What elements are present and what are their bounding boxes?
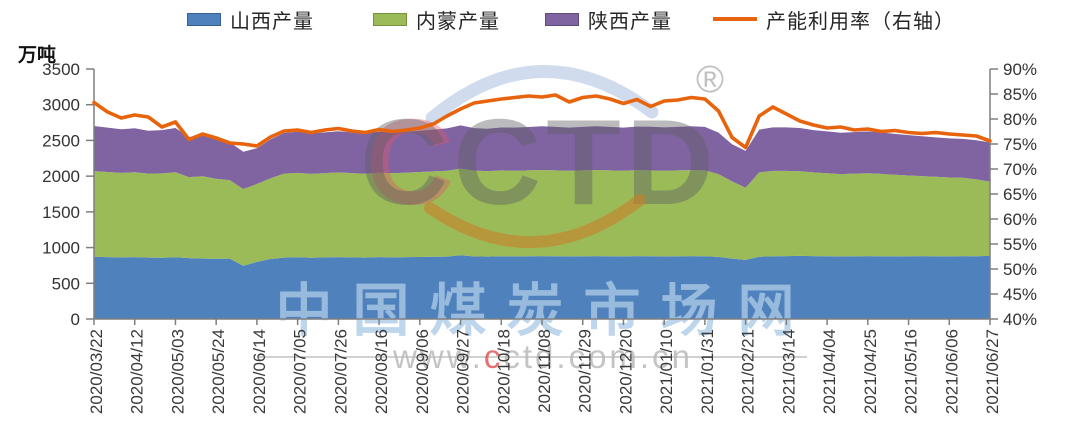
right-axis-tick-label: 45%	[1003, 285, 1037, 304]
right-axis-tick-label: 55%	[1003, 235, 1037, 254]
legend-label: 产能利用率（右轴）	[766, 10, 955, 33]
left-axis-tick-label: 1000	[42, 239, 80, 258]
axes	[86, 68, 998, 325]
right-axis-tick-label: 75%	[1003, 135, 1037, 154]
registered-trademark-icon: ®	[696, 59, 724, 101]
utilization-line-swatch-icon	[713, 17, 757, 21]
x-axis-date-label: 2020/03/22	[87, 329, 106, 414]
right-axis-tick-label: 65%	[1003, 185, 1037, 204]
x-axis-date-label: 2021/01/10	[657, 329, 676, 414]
x-axis-date-label: 2021/06/06	[942, 329, 961, 414]
watermark-site-name: 中国煤炭市场网	[276, 279, 815, 343]
right-axis-tick-label: 80%	[1003, 110, 1037, 129]
right-axis-tick-label: 90%	[1003, 60, 1037, 79]
x-axis-date-label: 2020/09/06	[413, 329, 432, 414]
x-axis-date-label: 2021/06/27	[983, 329, 1002, 414]
left-axis-tick-label: 3000	[42, 96, 80, 115]
x-axis-date-label: 2021/02/21	[739, 329, 758, 414]
watermark-orange-arc-icon	[424, 194, 646, 248]
right-axis-tick-label: 70%	[1003, 160, 1037, 179]
utilization-rate-line	[92, 93, 992, 150]
left-axis-tick-label: 500	[52, 274, 80, 293]
x-axis-date-label: 2020/11/29	[576, 329, 595, 413]
legend-item-shanxi[interactable]: 山西产量	[187, 6, 314, 33]
right-axis-tick-label: 85%	[1003, 85, 1037, 104]
x-axis-date-label: 2021/04/25	[861, 329, 880, 414]
watermark-url: www.cctd.com.cn	[392, 338, 693, 375]
shaanxi-color-swatch-icon	[545, 12, 579, 26]
left-axis-tick-label: 2000	[42, 167, 80, 186]
right-axis-tick-label: 50%	[1003, 260, 1037, 279]
areas-layer	[94, 125, 990, 319]
x-axis-date-label: 2021/03/14	[779, 329, 798, 414]
area-内蒙产量	[94, 168, 990, 266]
left-axis-unit-label: 万吨	[18, 45, 57, 66]
watermark-blue-arc-icon	[425, 64, 659, 125]
x-axis-date-label: 2020/10/18	[494, 329, 513, 414]
left-axis-tick-label: 3500	[42, 60, 80, 79]
x-axis-date-label: 2020/07/26	[331, 329, 350, 414]
x-axis-date-label: 2021/04/04	[820, 329, 839, 414]
right-axis-tick-label: 60%	[1003, 210, 1037, 229]
x-axis-date-label: 2020/07/05	[291, 329, 310, 414]
watermark-logo-text: CCTD	[360, 94, 719, 230]
x-axis-date-label: 2020/09/27	[454, 329, 473, 414]
legend-label: 陕西产量	[588, 10, 672, 33]
chart-legend: 山西产量 内蒙产量 陕西产量 产能利用率（右轴）	[0, 6, 1080, 34]
legend-item-utilization[interactable]: 产能利用率（右轴）	[713, 6, 955, 33]
x-axis-date-label: 2020/12/20	[616, 329, 635, 414]
legend-item-shaanxi[interactable]: 陕西产量	[545, 6, 672, 33]
axis-tick-labels: 0 500 1000 1500 2000 2500 3000 3500 40% 45% 50% 55%…	[42, 60, 1037, 414]
x-axis-date-label: 2021/05/16	[902, 329, 921, 414]
x-axis-date-label: 2020/06/14	[250, 329, 269, 414]
legend-label: 山西产量	[230, 10, 314, 33]
left-axis-tick-label: 1500	[42, 203, 80, 222]
x-axis-date-label: 2020/04/12	[128, 329, 147, 414]
neimeng-color-swatch-icon	[373, 12, 407, 26]
x-axis-date-label: 2020/08/16	[372, 329, 391, 414]
x-axis-date-label: 2020/05/24	[209, 329, 228, 414]
area-山西产量	[94, 255, 990, 319]
x-axis-date-label: 2020/05/03	[168, 329, 187, 414]
right-axis-tick-label: 40%	[1003, 310, 1037, 329]
shanxi-color-swatch-icon	[187, 12, 221, 26]
x-axis-date-label: 2021/01/31	[698, 329, 717, 414]
area-陕西产量	[94, 125, 990, 189]
left-axis-tick-label: 2500	[42, 131, 80, 150]
legend-label: 内蒙产量	[416, 10, 500, 33]
left-axis-tick-label: 0	[71, 310, 80, 329]
x-axis-date-label: 2020/11/08	[535, 329, 554, 413]
legend-item-neimeng[interactable]: 内蒙产量	[373, 6, 500, 33]
